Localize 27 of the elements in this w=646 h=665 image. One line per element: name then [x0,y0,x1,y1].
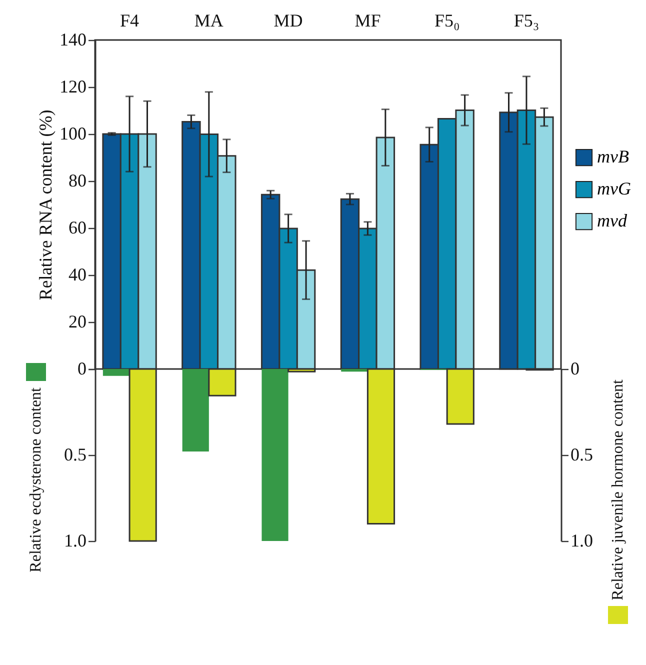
bar [341,369,368,372]
y-axis-title: Relative RNA content (%) [36,110,56,300]
bar [102,369,130,376]
y-tick-label: 0 [78,358,86,378]
legend-label: mvG [597,178,631,199]
y2-tick-label: 0 [570,358,580,378]
x-tick-label: F5₀ [434,10,460,30]
y-tick-label: 20 [68,312,86,332]
x-tick-label: MD [274,10,303,30]
y2-tick-label: 1.0 [570,530,593,550]
x-tick-label: MA [194,10,224,30]
x-tick-label: F4 [120,10,140,30]
y-axis-title: Relative ecdysterone content [28,386,44,572]
y2-tick-label: 0.5 [570,444,593,464]
x-tick-label: F5₃ [514,10,540,30]
y-tick-label: 60 [68,218,86,238]
y-tick-label: 100 [60,124,86,144]
legend-label: mvB [597,146,629,167]
y-tick-label: 120 [60,76,86,96]
x-tick-label: MF [354,10,381,30]
y2-axis-title: Relative juvenile hormone content [610,378,626,600]
y-tick-label: 40 [68,264,86,284]
y-tick-label: 140 [60,30,86,50]
y-tick-label: 0.5 [64,444,86,464]
y-tick-label: 1.0 [64,530,86,550]
legend-label: mvd [597,210,628,231]
y-tick-label: 80 [68,170,86,190]
